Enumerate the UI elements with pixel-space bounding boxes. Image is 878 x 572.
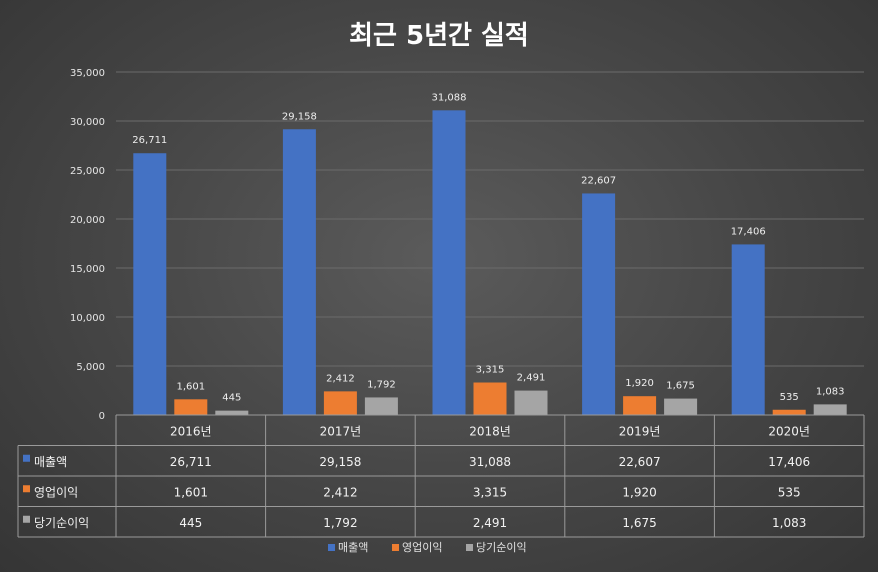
table-header-cell: 2018년 (469, 424, 511, 438)
table-cell: 1,675 (622, 516, 656, 530)
table-row-label: 매출액 (34, 455, 67, 469)
table-cell: 17,406 (768, 455, 810, 469)
table-cell: 1,792 (323, 516, 357, 530)
bar-영업이익 (473, 382, 507, 415)
table-row-label: 영업이익 (34, 485, 78, 499)
bar-영업이익 (772, 409, 806, 415)
table-cell: 31,088 (469, 455, 511, 469)
bar-영업이익 (323, 391, 357, 415)
data-label: 22,607 (581, 175, 616, 186)
table-header-cell: 2019년 (619, 424, 661, 438)
data-label: 1,601 (176, 381, 205, 392)
table-cell: 445 (179, 516, 202, 530)
legend-label: 매출액 (338, 541, 368, 554)
y-tick-label: 0 (99, 411, 105, 422)
data-label: 1,675 (666, 381, 695, 392)
legend: 매출액 영업이익 당기순이익 (328, 541, 527, 554)
table-cell: 535 (778, 485, 801, 499)
y-tick-label: 25,000 (70, 166, 105, 177)
bar-당기순이익 (364, 397, 398, 415)
y-tick-label: 10,000 (70, 313, 105, 324)
table-cell: 2,491 (473, 516, 507, 530)
data-label: 2,491 (517, 373, 546, 384)
data-label: 535 (780, 392, 799, 403)
table-cell: 1,601 (174, 485, 208, 499)
legend-swatch (466, 544, 473, 551)
bar-매출액 (432, 110, 466, 416)
bar-layer: 26,711 1,601 445 29,158 2,412 1,792 31,088 3,31… (132, 92, 847, 416)
table-header-cell: 2020년 (768, 424, 810, 438)
table-cell: 1,083 (772, 516, 806, 530)
table-cell: 22,607 (619, 455, 661, 469)
legend-swatch (328, 544, 335, 551)
data-label: 29,158 (282, 111, 317, 122)
bar-당기순이익 (215, 410, 249, 415)
y-tick-label: 30,000 (70, 117, 105, 128)
data-label: 3,315 (476, 365, 505, 376)
legend-key (23, 454, 30, 462)
y-tick-label: 15,000 (70, 264, 105, 275)
bar-당기순이익 (514, 390, 548, 415)
table-cell: 2,412 (323, 485, 357, 499)
table-cell: 26,711 (170, 455, 212, 469)
legend-key (23, 485, 30, 493)
bar-매출액 (731, 244, 765, 415)
y-tick-label: 5,000 (76, 362, 105, 373)
data-label: 445 (222, 393, 241, 404)
bar-매출액 (282, 129, 316, 416)
table-cell: 29,158 (319, 455, 361, 469)
legend-swatch (392, 544, 399, 551)
bar-매출액 (582, 193, 616, 415)
table-cell: 1,920 (622, 485, 656, 499)
data-label: 1,792 (367, 379, 396, 390)
table-cell: 3,315 (473, 485, 507, 499)
bar-영업이익 (623, 396, 657, 415)
chart-title: 최근 5년간 실적 (349, 21, 529, 51)
legend-label: 영업이익 (402, 541, 442, 554)
data-label: 2,412 (326, 373, 355, 384)
data-label: 31,088 (432, 92, 467, 103)
table-header-cell: 2017년 (320, 424, 362, 438)
table-header-cell: 2016년 (170, 424, 212, 438)
legend-label: 당기순이익 (476, 541, 527, 554)
table-row-label: 당기순이익 (34, 516, 89, 530)
y-tick-label: 35,000 (70, 68, 105, 79)
bar-당기순이익 (664, 398, 698, 415)
bar-영업이익 (174, 399, 208, 415)
y-tick-label: 20,000 (70, 215, 105, 226)
data-label: 26,711 (132, 135, 167, 146)
data-label: 17,406 (731, 226, 766, 237)
bar-당기순이익 (813, 404, 847, 415)
data-label: 1,920 (625, 378, 654, 389)
bar-매출액 (133, 153, 167, 416)
legend-key (23, 515, 30, 523)
data-label: 1,083 (816, 386, 845, 397)
